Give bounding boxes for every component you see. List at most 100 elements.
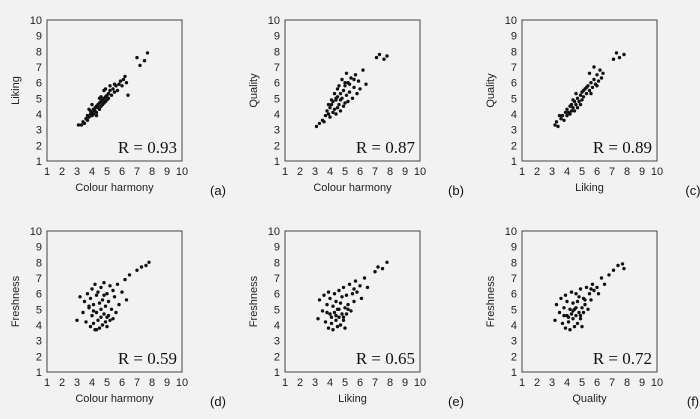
data-point [120, 84, 124, 88]
data-point [112, 82, 117, 86]
y-tick-label: 7 [274, 62, 280, 74]
y-tick-label: 6 [274, 289, 280, 301]
data-point [326, 326, 331, 330]
data-point [355, 290, 359, 294]
data-point [592, 65, 596, 69]
data-point [589, 287, 593, 291]
data-point [94, 293, 99, 297]
data-point [114, 310, 118, 315]
correlation-label: R = 0.93 [118, 138, 177, 157]
data-point [557, 310, 562, 315]
data-point [584, 91, 589, 96]
data-point [598, 68, 602, 72]
data-point [94, 113, 99, 118]
data-point [577, 310, 581, 315]
data-point [90, 287, 94, 291]
data-point [578, 317, 583, 321]
x-tick-label: 1 [44, 166, 50, 178]
data-point [607, 273, 611, 277]
data-point [118, 79, 123, 83]
y-tick-label: 6 [511, 289, 517, 301]
data-point [111, 288, 115, 293]
y-tick-label: 10 [268, 15, 280, 27]
x-tick-label: 7 [609, 166, 615, 178]
data-point [108, 84, 112, 88]
y-tick-label: 2 [36, 140, 42, 152]
y-tick-label: 9 [274, 31, 280, 43]
data-point [560, 321, 565, 326]
data-point [572, 324, 577, 329]
data-point [565, 113, 569, 118]
data-point [356, 79, 361, 83]
x-tick-label: 4 [327, 166, 333, 178]
data-point [316, 317, 320, 321]
data-point [322, 293, 326, 297]
data-point [347, 82, 352, 86]
data-point [144, 263, 148, 268]
x-tick-label: 3 [549, 166, 555, 178]
data-point [332, 91, 337, 96]
data-point [147, 260, 151, 264]
data-point [559, 296, 563, 301]
data-point [115, 282, 120, 286]
data-point [622, 266, 626, 271]
data-point [87, 107, 91, 112]
data-point [105, 292, 109, 296]
x-tick-label: 9 [164, 377, 170, 389]
data-point [589, 298, 593, 302]
data-point [337, 102, 341, 107]
y-tick-label: 3 [511, 336, 517, 348]
y-tick-label: 5 [274, 304, 280, 316]
data-point [566, 320, 571, 324]
data-point [317, 298, 322, 302]
data-point [329, 315, 334, 319]
x-tick-label: 2 [59, 166, 65, 178]
data-point [102, 293, 106, 297]
data-point [587, 88, 592, 93]
data-point [553, 318, 557, 322]
data-point [569, 109, 574, 113]
data-point [587, 292, 592, 296]
data-point [365, 285, 370, 290]
x-tick-label: 1 [282, 377, 288, 389]
data-point [584, 85, 589, 90]
y-tick-label: 1 [36, 156, 42, 168]
correlation-label: R = 0.87 [356, 138, 416, 157]
data-point [340, 77, 344, 82]
y-tick-label: 8 [511, 257, 517, 269]
data-point [91, 302, 96, 307]
data-point [139, 265, 144, 269]
data-point [358, 87, 362, 91]
y-axis-label: Freshness [10, 275, 22, 327]
x-tick-label: 9 [402, 377, 408, 389]
x-tick-label: 3 [312, 166, 318, 178]
y-tick-label: 3 [274, 125, 280, 137]
x-tick-label: 8 [624, 377, 630, 389]
x-tick-label: 9 [639, 166, 645, 178]
x-tick-label: 3 [312, 377, 318, 389]
data-point [361, 68, 365, 72]
panel-letter: (a) [210, 183, 226, 198]
data-point [587, 71, 592, 76]
y-tick-label: 6 [36, 78, 42, 90]
x-tick-label: 5 [104, 166, 110, 178]
x-tick-label: 2 [534, 377, 540, 389]
data-point [578, 102, 583, 107]
data-point [358, 284, 362, 288]
data-point [320, 309, 325, 313]
data-point [127, 273, 132, 277]
data-point [329, 98, 334, 102]
data-point [344, 71, 349, 76]
y-tick-label: 2 [511, 351, 517, 363]
data-point [81, 310, 85, 315]
y-tick-label: 10 [30, 226, 42, 238]
data-point [123, 74, 127, 79]
y-tick-label: 10 [268, 226, 280, 238]
data-point [75, 318, 79, 322]
y-tick-label: 8 [274, 257, 280, 269]
data-point [326, 112, 331, 116]
data-point [340, 295, 344, 299]
data-point [99, 307, 103, 311]
data-point [574, 313, 578, 318]
